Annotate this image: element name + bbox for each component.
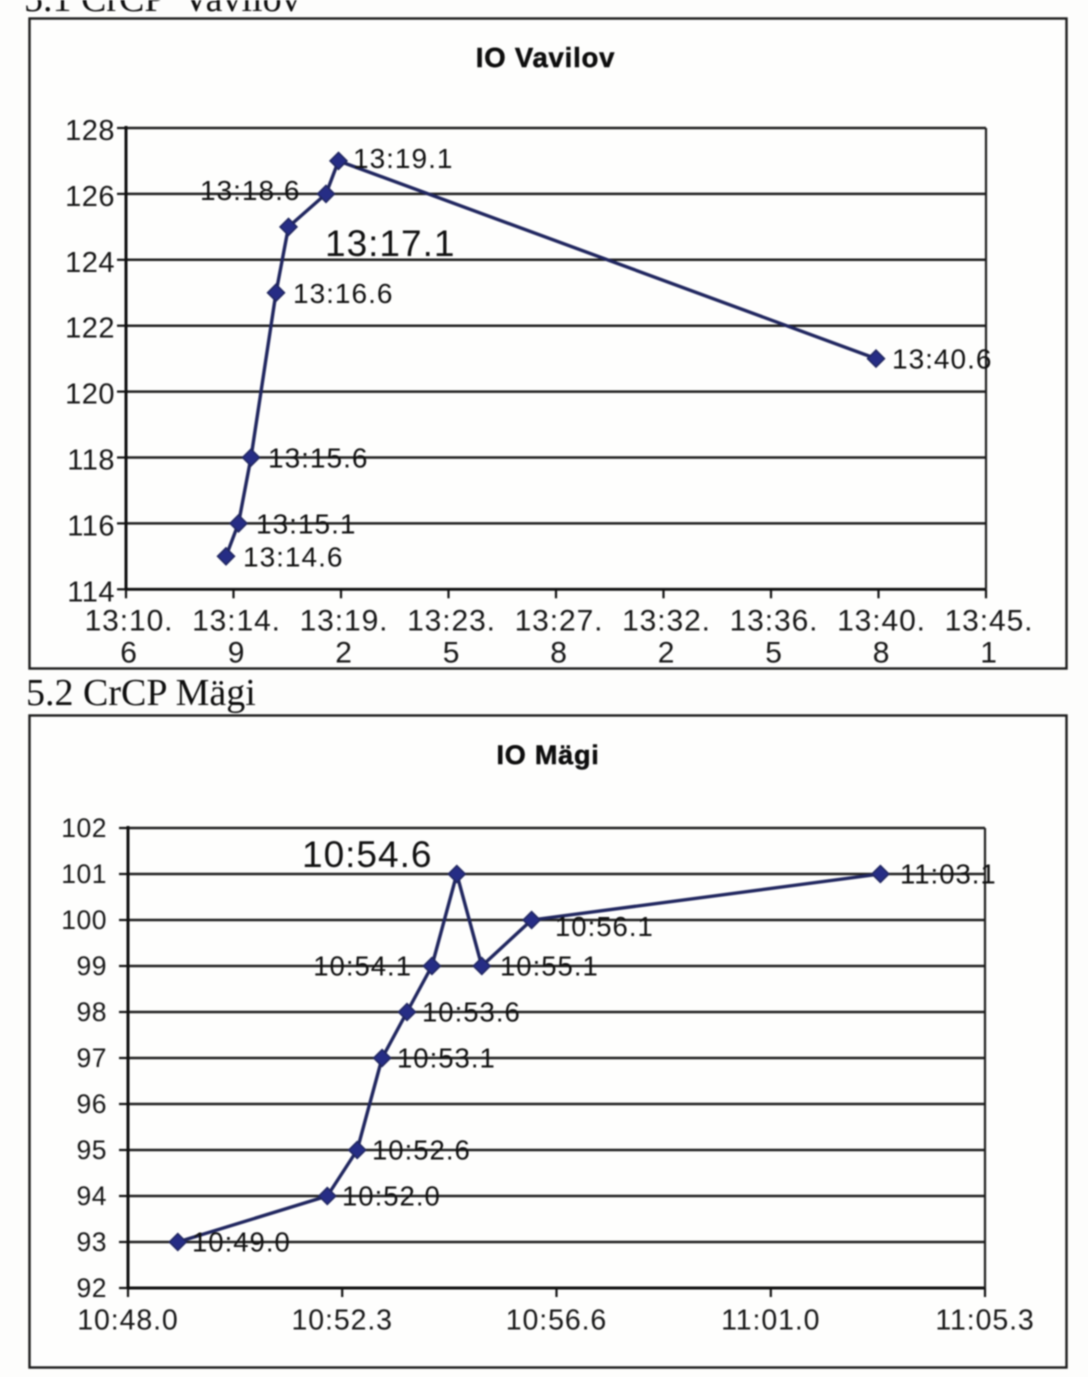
svg-text:8: 8: [550, 637, 568, 670]
svg-text:13:45.: 13:45.: [945, 605, 1034, 638]
svg-text:2: 2: [658, 637, 676, 670]
svg-text:128: 128: [65, 115, 115, 147]
svg-text:100: 100: [61, 905, 107, 935]
svg-text:10:55.1: 10:55.1: [500, 951, 599, 982]
svg-text:97: 97: [77, 1043, 107, 1073]
svg-text:94: 94: [77, 1181, 107, 1211]
svg-text:11:05.3: 11:05.3: [935, 1305, 1034, 1337]
svg-text:102: 102: [61, 813, 107, 843]
svg-text:10:52.3: 10:52.3: [292, 1305, 393, 1337]
svg-text:10:53.6: 10:53.6: [422, 997, 521, 1028]
svg-text:11:03.1: 11:03.1: [900, 859, 997, 890]
svg-text:10:52.0: 10:52.0: [342, 1181, 441, 1212]
svg-text:13:17.1: 13:17.1: [325, 223, 455, 264]
svg-text:122: 122: [65, 313, 115, 345]
svg-text:120: 120: [65, 379, 115, 411]
svg-text:10:56.6: 10:56.6: [506, 1305, 607, 1337]
svg-text:10:56.1: 10:56.1: [555, 911, 654, 942]
svg-text:114: 114: [67, 576, 115, 608]
svg-text:13:15.6: 13:15.6: [268, 443, 368, 474]
svg-text:13:19.: 13:19.: [300, 605, 389, 638]
svg-text:10:49.0: 10:49.0: [192, 1227, 291, 1258]
svg-text:13:10.: 13:10.: [85, 605, 174, 638]
svg-text:13:18.6: 13:18.6: [200, 175, 300, 206]
svg-text:95: 95: [77, 1135, 107, 1165]
svg-text:118: 118: [67, 445, 115, 477]
svg-text:124: 124: [65, 247, 115, 279]
svg-text:13:19.1: 13:19.1: [353, 143, 453, 174]
svg-text:10:48.0: 10:48.0: [77, 1305, 178, 1337]
svg-text:92: 92: [77, 1273, 107, 1303]
svg-text:9: 9: [228, 637, 246, 670]
svg-text:13:23.: 13:23.: [407, 605, 496, 638]
svg-text:10:52.6: 10:52.6: [372, 1135, 471, 1166]
svg-text:1: 1: [980, 637, 998, 670]
svg-text:13:15.1: 13:15.1: [256, 508, 356, 539]
svg-text:11:01.0: 11:01.0: [721, 1305, 820, 1337]
svg-text:126: 126: [65, 181, 115, 213]
svg-text:6: 6: [120, 637, 138, 670]
svg-text:10:53.1: 10:53.1: [397, 1043, 496, 1074]
svg-text:10:54.6: 10:54.6: [302, 834, 432, 875]
svg-text:13:14.: 13:14.: [192, 605, 281, 638]
svg-text:99: 99: [77, 951, 107, 981]
svg-text:101: 101: [61, 859, 107, 889]
svg-text:13:40.: 13:40.: [837, 605, 926, 638]
svg-text:13:36.: 13:36.: [730, 605, 819, 638]
svg-text:8: 8: [873, 637, 891, 670]
svg-text:2: 2: [335, 637, 353, 670]
svg-text:10:54.1: 10:54.1: [313, 951, 412, 982]
svg-text:13:16.6: 13:16.6: [293, 278, 393, 309]
svg-text:93: 93: [77, 1227, 107, 1257]
svg-text:IO Mägi: IO Mägi: [496, 740, 599, 770]
svg-text:98: 98: [77, 997, 107, 1027]
svg-text:96: 96: [77, 1089, 107, 1119]
svg-text:5: 5: [765, 637, 783, 670]
svg-text:IO Vavilov: IO Vavilov: [476, 42, 615, 73]
svg-text:13:32.: 13:32.: [622, 605, 711, 638]
svg-text:116: 116: [67, 510, 115, 542]
svg-text:13:14.6: 13:14.6: [243, 541, 343, 572]
svg-text:13:40.6: 13:40.6: [892, 344, 992, 375]
svg-text:13:27.: 13:27.: [515, 605, 604, 638]
svg-text:5: 5: [443, 637, 461, 670]
